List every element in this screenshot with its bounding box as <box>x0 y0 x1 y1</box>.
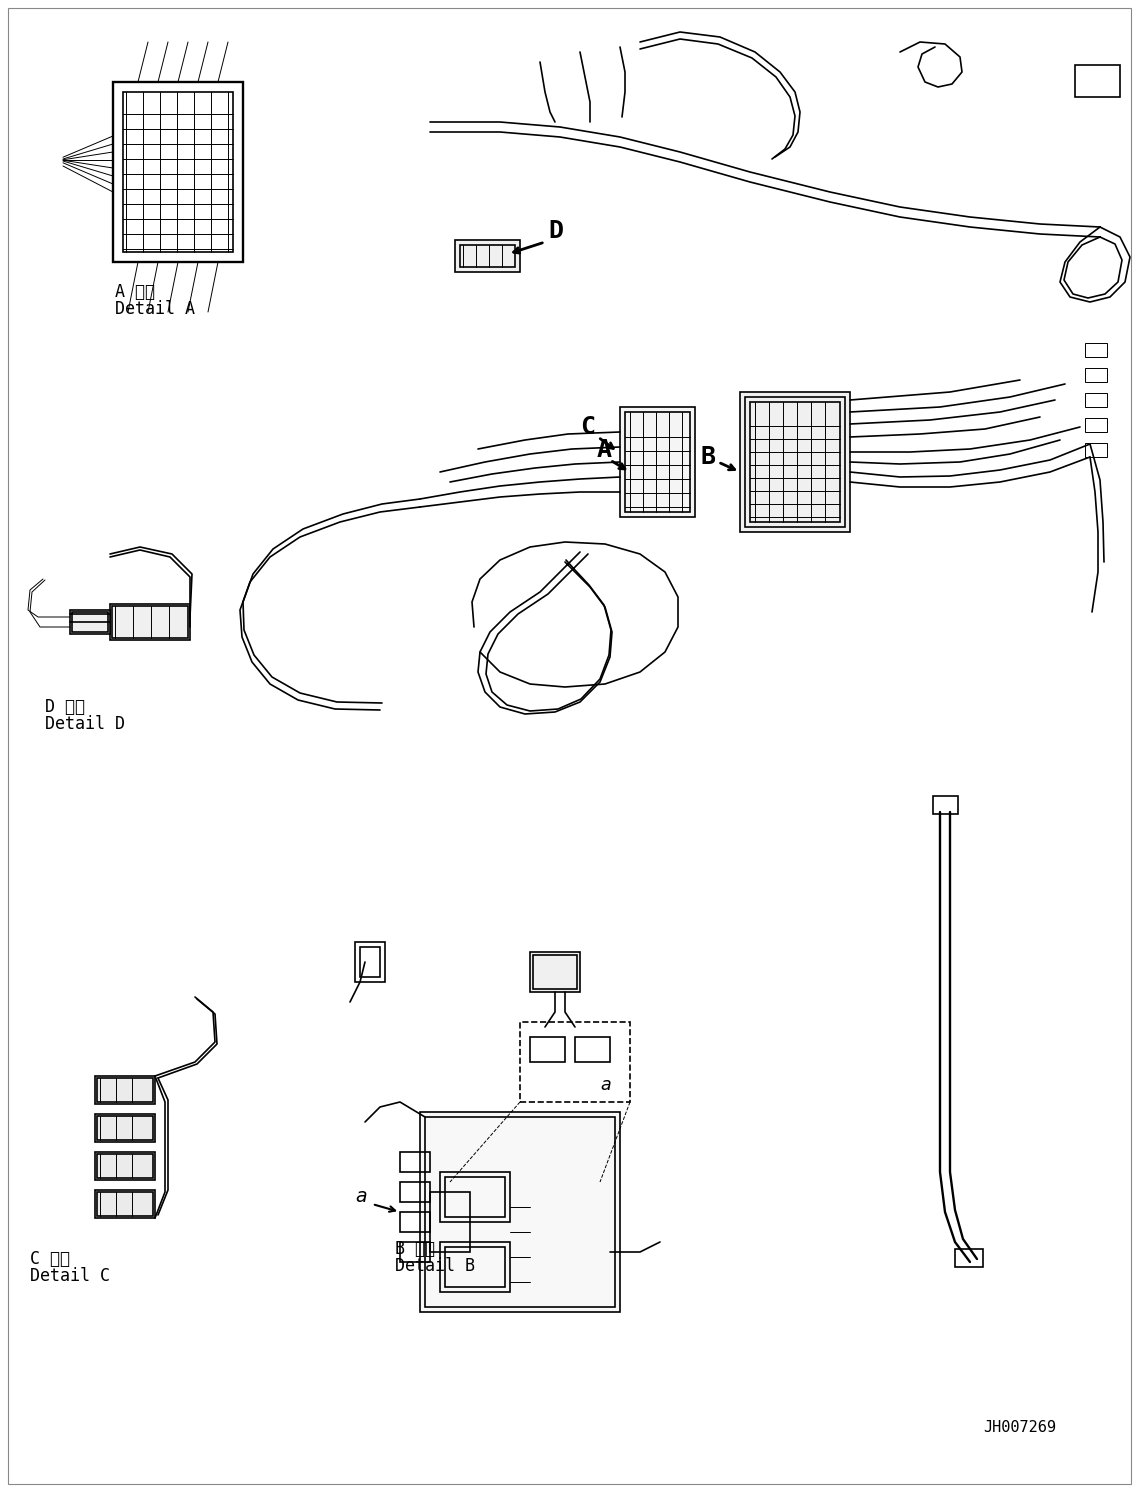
Bar <box>95 1152 155 1180</box>
Text: C: C <box>580 415 595 439</box>
Bar <box>740 392 850 533</box>
Bar <box>95 1076 155 1104</box>
Bar <box>445 1177 505 1217</box>
Text: a: a <box>355 1188 367 1206</box>
Text: C 詳細: C 詳細 <box>30 1250 69 1268</box>
Bar <box>445 1247 505 1288</box>
Bar <box>625 412 690 512</box>
Bar <box>521 1022 630 1103</box>
Text: Detail D: Detail D <box>46 715 125 733</box>
Bar <box>95 1115 155 1141</box>
Bar <box>110 604 190 640</box>
Bar <box>400 1241 431 1262</box>
Bar <box>425 1118 615 1307</box>
Bar <box>1075 66 1120 97</box>
Bar <box>1085 392 1107 407</box>
Text: JH007269: JH007269 <box>983 1420 1057 1435</box>
Bar <box>95 1191 155 1217</box>
Bar <box>575 1037 611 1062</box>
Bar <box>620 407 695 518</box>
Bar <box>749 401 839 522</box>
Bar <box>954 1249 983 1267</box>
Text: D: D <box>548 219 563 243</box>
Bar <box>400 1152 431 1173</box>
Bar <box>440 1241 510 1292</box>
Text: Detail A: Detail A <box>115 300 195 318</box>
Bar <box>745 397 845 527</box>
Bar <box>420 1112 620 1311</box>
Text: Detail B: Detail B <box>395 1256 475 1276</box>
Text: B: B <box>700 445 715 468</box>
Bar <box>1085 418 1107 433</box>
Bar <box>97 1079 153 1103</box>
Bar <box>400 1182 431 1203</box>
Bar <box>530 1037 565 1062</box>
Bar <box>1085 443 1107 457</box>
Bar <box>933 797 958 815</box>
Bar <box>533 955 577 989</box>
Text: a: a <box>600 1076 611 1094</box>
Text: Detail C: Detail C <box>30 1267 110 1285</box>
Bar <box>113 82 243 263</box>
Bar <box>72 612 108 633</box>
Text: A 詳細: A 詳細 <box>115 283 155 301</box>
Bar <box>97 1116 153 1140</box>
Bar <box>123 93 233 252</box>
Bar <box>69 610 110 634</box>
Bar <box>400 1212 431 1232</box>
Bar <box>431 1192 470 1252</box>
Bar <box>460 245 515 267</box>
Bar <box>530 952 580 992</box>
Bar <box>112 606 188 639</box>
Bar <box>1085 369 1107 382</box>
Bar <box>360 947 380 977</box>
Bar <box>440 1173 510 1222</box>
Text: B 詳細: B 詳細 <box>395 1240 435 1258</box>
Bar <box>355 941 385 982</box>
Text: D 詳細: D 詳細 <box>46 698 85 716</box>
Text: A: A <box>597 439 612 463</box>
Bar <box>454 240 521 272</box>
Bar <box>97 1153 153 1179</box>
Bar <box>97 1192 153 1216</box>
Bar <box>1085 343 1107 357</box>
